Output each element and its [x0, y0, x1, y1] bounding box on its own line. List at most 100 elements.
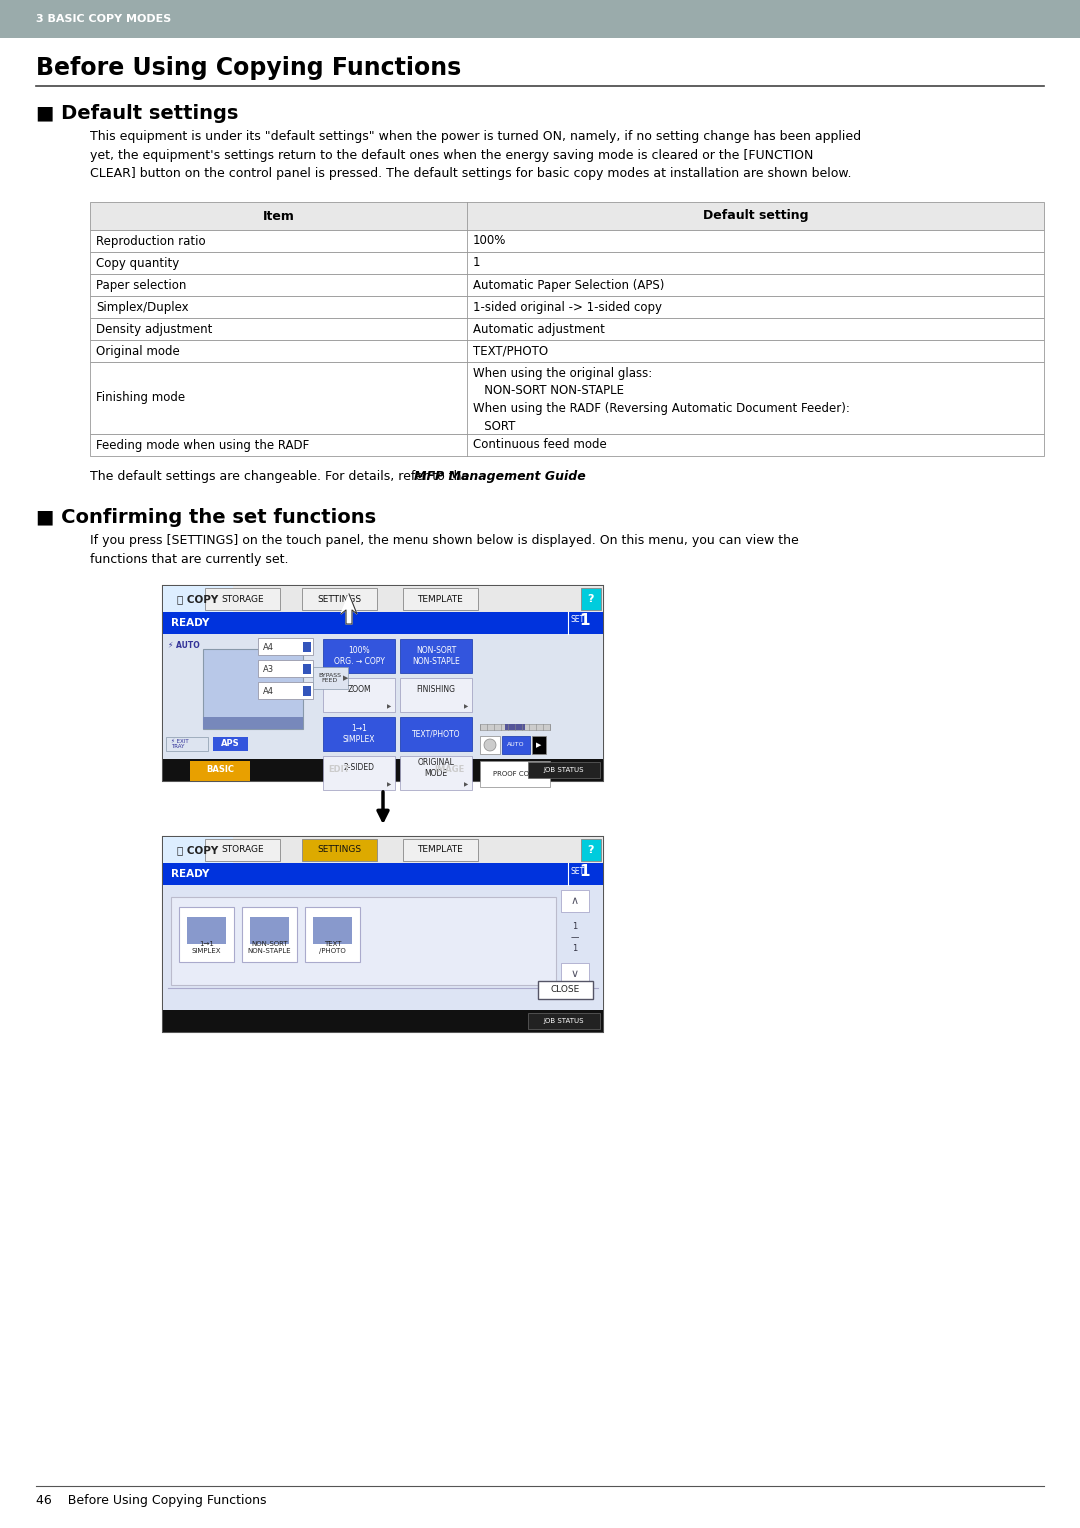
Bar: [90, 274, 1044, 296]
Text: Copy quantity: Copy quantity: [96, 257, 179, 269]
Bar: [323, 639, 395, 672]
Bar: [561, 963, 589, 986]
Text: NON-SORT
NON-STAPLE: NON-SORT NON-STAPLE: [413, 646, 460, 666]
Text: 2-SIDED: 2-SIDED: [343, 764, 375, 772]
Bar: [0, 0, 1080, 38]
Bar: [303, 686, 311, 695]
Text: TEXT/PHOTO: TEXT/PHOTO: [411, 729, 460, 738]
Text: STORAGE: STORAGE: [221, 594, 264, 604]
Bar: [313, 668, 348, 689]
Bar: [90, 296, 1044, 318]
Bar: [163, 634, 603, 759]
Bar: [90, 202, 1044, 231]
Text: ▶: ▶: [343, 675, 349, 681]
Text: The default settings are changeable. For details, refer to the: The default settings are changeable. For…: [90, 471, 473, 483]
Bar: [171, 897, 556, 986]
Bar: [249, 917, 289, 944]
Text: ?: ?: [588, 845, 594, 856]
Bar: [90, 434, 1044, 455]
Text: TEMPLATE: TEMPLATE: [417, 845, 463, 854]
Bar: [90, 231, 1044, 252]
Text: 100%
ORG. → COPY: 100% ORG. → COPY: [334, 646, 384, 666]
Text: Finishing mode: Finishing mode: [96, 391, 185, 405]
Bar: [561, 889, 589, 986]
Text: ▶: ▶: [537, 743, 542, 749]
Text: READY: READY: [171, 617, 210, 628]
Text: A3: A3: [264, 665, 274, 674]
Text: JOB STATUS: JOB STATUS: [543, 1018, 584, 1024]
Text: NON-SORT
NON-STAPLE: NON-SORT NON-STAPLE: [247, 941, 292, 953]
Text: ▶: ▶: [387, 704, 391, 709]
Text: 🖨 COPY: 🖨 COPY: [177, 845, 218, 856]
Text: SET: SET: [571, 616, 585, 625]
Bar: [480, 724, 550, 730]
Bar: [400, 717, 472, 750]
Text: 1: 1: [580, 613, 591, 628]
Text: PROOF COPY: PROOF COPY: [492, 772, 537, 778]
Text: ▶: ▶: [464, 782, 469, 787]
Bar: [166, 639, 204, 652]
Text: STORAGE: STORAGE: [221, 845, 264, 854]
Polygon shape: [341, 594, 357, 623]
Text: 1
—
1: 1 — 1: [571, 921, 579, 953]
Text: TEMPLATE: TEMPLATE: [417, 594, 463, 604]
Bar: [480, 736, 500, 753]
Bar: [305, 908, 360, 963]
Text: READY: READY: [171, 869, 210, 879]
Text: APS: APS: [220, 740, 240, 749]
Bar: [163, 885, 603, 1010]
Bar: [323, 756, 395, 790]
Text: SET: SET: [571, 866, 585, 876]
Text: ▶: ▶: [464, 704, 469, 709]
Bar: [203, 717, 303, 729]
Bar: [163, 587, 603, 781]
Text: 1→1
SIMPLEX: 1→1 SIMPLEX: [342, 724, 375, 744]
Bar: [403, 588, 477, 610]
Text: BYPASS
FEED: BYPASS FEED: [319, 672, 341, 683]
Bar: [205, 588, 280, 610]
Text: Automatic adjustment: Automatic adjustment: [473, 322, 605, 336]
Bar: [313, 917, 352, 944]
Circle shape: [484, 740, 496, 750]
Bar: [258, 660, 313, 677]
Text: MFP Management Guide: MFP Management Guide: [415, 471, 586, 483]
Text: EDIT: EDIT: [328, 766, 350, 775]
Text: ZOOM: ZOOM: [347, 686, 370, 694]
Bar: [242, 908, 297, 963]
Text: This equipment is under its "default settings" when the power is turned ON, name: This equipment is under its "default set…: [90, 130, 861, 180]
Bar: [163, 634, 318, 759]
Bar: [502, 736, 530, 753]
Bar: [163, 837, 603, 863]
Bar: [163, 613, 603, 634]
Text: Paper selection: Paper selection: [96, 278, 187, 292]
Text: TEXT
/PHOTO: TEXT /PHOTO: [319, 941, 346, 953]
Bar: [400, 756, 472, 790]
Text: Before Using Copying Functions: Before Using Copying Functions: [36, 57, 461, 79]
Bar: [203, 649, 303, 729]
Bar: [163, 1010, 603, 1031]
Bar: [323, 678, 395, 712]
Text: ∨: ∨: [571, 969, 579, 979]
Bar: [213, 736, 248, 750]
Text: ⚡ EXIT
TRAY: ⚡ EXIT TRAY: [171, 738, 189, 749]
Text: ?: ?: [588, 594, 594, 604]
Bar: [163, 837, 603, 1031]
Bar: [301, 839, 377, 860]
Bar: [528, 1013, 600, 1028]
Bar: [480, 761, 550, 787]
Bar: [166, 736, 208, 750]
Bar: [303, 665, 311, 674]
Bar: [187, 917, 226, 944]
Text: 1: 1: [580, 863, 591, 879]
Text: IMAGE: IMAGE: [434, 766, 464, 775]
Bar: [190, 761, 251, 781]
Bar: [90, 318, 1044, 341]
Text: Original mode: Original mode: [96, 344, 179, 358]
Text: 1-sided original -> 1-sided copy: 1-sided original -> 1-sided copy: [473, 301, 662, 313]
Text: JOB STATUS: JOB STATUS: [543, 767, 584, 773]
Text: 1→1
SIMPLEX: 1→1 SIMPLEX: [192, 941, 221, 953]
Text: FINISHING: FINISHING: [417, 686, 456, 694]
Bar: [258, 681, 313, 698]
Text: BASIC: BASIC: [206, 766, 234, 775]
Text: .: .: [523, 471, 527, 483]
